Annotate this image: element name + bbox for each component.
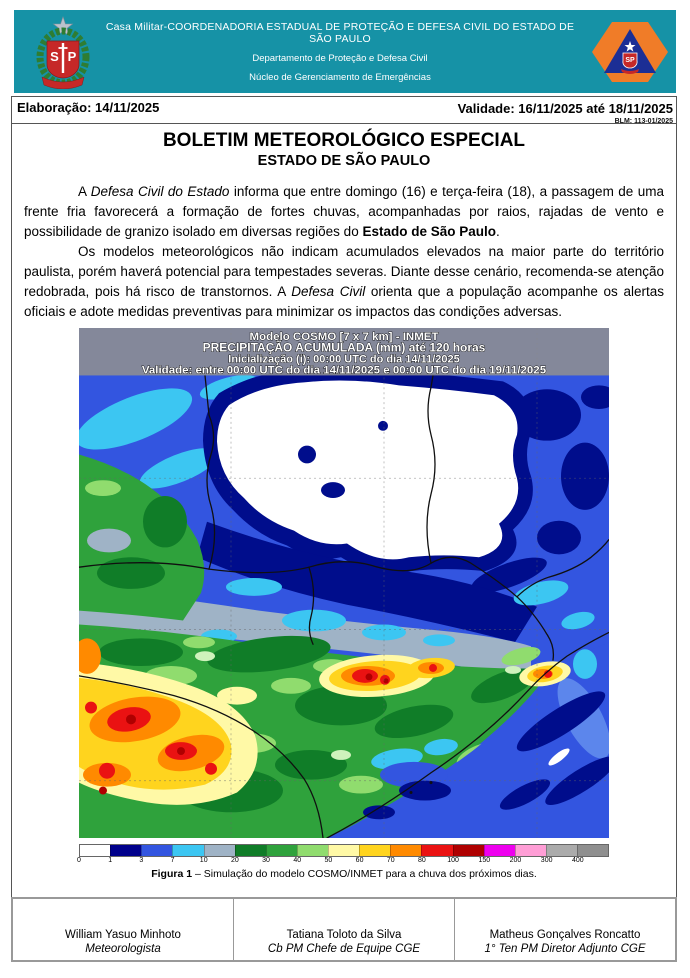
org-name-line3: Núcleo de Gerenciamento de Emergências: [249, 71, 431, 83]
color-scale-segment: [234, 845, 266, 856]
signature-role: 1° Ten PM Diretor Adjunto CGE: [484, 943, 646, 955]
color-scale-segment: [359, 845, 391, 856]
signature-cell-deputy-director: Matheus Gonçalves Roncatto 1° Ten PM Dir…: [454, 899, 675, 960]
color-scale-bar: [79, 844, 609, 857]
sao-paulo-coat-of-arms-icon: S P: [36, 16, 90, 89]
bulletin-subtitle: ESTADO DE SÃO PAULO: [257, 153, 431, 169]
color-scale-labels: 0 1 3 7 10 20 30 40 50 60 70 80 100 150 200 300 400: [77, 857, 609, 866]
color-scale-segment: [172, 845, 204, 856]
color-scale-tick: 1: [108, 857, 113, 864]
color-scale-segment: [545, 845, 577, 856]
bulletin-text: A Defesa Civil do Estado informa que ent…: [24, 182, 664, 322]
color-scale-tick: 20: [230, 857, 239, 864]
color-scale-tick: 70: [386, 857, 395, 864]
color-scale-tick: 100: [447, 857, 459, 864]
color-scale-tick: 7: [170, 857, 175, 864]
color-scale-segment: [203, 845, 235, 856]
color-scale-tick: 200: [509, 857, 522, 864]
color-scale-segment: [80, 845, 111, 856]
color-scale-segment: [514, 845, 546, 856]
color-scale-tick: 10: [199, 857, 208, 864]
map-wrap: Modelo COSMO [7 x 7 km] - INMET PRECIPIT…: [73, 328, 617, 843]
org-name-line1: Casa Militar-COORDENADORIA ESTADUAL DE P…: [105, 20, 575, 45]
color-scale-segment: [483, 845, 515, 856]
color-scale-tick: 300: [540, 857, 553, 864]
map-title-line-3: Inicialização (i): 00:00 UTC do dia 14/1…: [228, 354, 459, 366]
validity-block: Validade: 16/11/2025 até 18/11/2025 BLM:…: [458, 100, 673, 125]
svg-text:SP: SP: [625, 57, 635, 64]
color-scale-tick: 30: [262, 857, 270, 864]
figure-caption: Figura 1 – Simulação do modelo COSMO/INM…: [151, 868, 537, 880]
signature-table: William Yasuo Minhoto Meteorologista Tat…: [11, 897, 677, 962]
color-scale-segment: [577, 845, 609, 856]
map-title-overlay: [79, 328, 609, 376]
svg-text:S: S: [50, 49, 59, 64]
signature-name: Matheus Gonçalves Roncatto: [489, 929, 641, 941]
svg-text:P: P: [68, 49, 77, 64]
signature-name: Tatiana Toloto da Silva: [286, 929, 402, 941]
precipitation-map: Modelo COSMO [7 x 7 km] - INMET PRECIPIT…: [73, 328, 617, 839]
color-scale-segment: [452, 845, 484, 856]
defesa-civil-emblem-icon: SP: [592, 22, 668, 82]
color-scale-tick: 150: [478, 857, 491, 864]
map-title-line-2: PRECIPITAÇÃO ACUMULADA (mm) até 120 hora…: [203, 340, 486, 355]
color-scale-tick: 400: [571, 857, 584, 864]
map-title-line-1: Modelo COSMO [7 x 7 km] - INMET: [250, 331, 439, 343]
color-scale-segment: [328, 845, 360, 856]
color-scale-segment: [141, 845, 173, 856]
color-scale-tick: 0: [77, 857, 81, 864]
color-scale-tick: 3: [139, 857, 144, 864]
color-scale-segment: [390, 845, 422, 856]
title-block: BOLETIM METEOROLÓGICO ESPECIAL ESTADO DE…: [12, 129, 676, 170]
bulletin-title: BOLETIM METEOROLÓGICO ESPECIAL: [162, 130, 526, 151]
document-body-frame: Elaboração: 14/11/2025 Validade: 16/11/2…: [11, 96, 677, 897]
validity-date: Validade: 16/11/2025 até 18/11/2025: [457, 101, 673, 116]
elaboration-date: Elaboração: 14/11/2025: [17, 100, 160, 115]
paragraph-1: A Defesa Civil do Estado informa que ent…: [24, 184, 664, 239]
org-header-text: Casa Militar-COORDENADORIA ESTADUAL DE P…: [94, 10, 586, 93]
color-scale-tick: 60: [355, 857, 364, 864]
signature-role: Cb PM Chefe de Equipe CGE: [267, 943, 421, 955]
color-scale-segment: [265, 845, 297, 856]
meta-row: Elaboração: 14/11/2025 Validade: 16/11/2…: [12, 97, 676, 125]
paragraph-2: Os modelos meteorológicos não indicam ac…: [24, 244, 665, 319]
precipitation-map-figure: Modelo COSMO [7 x 7 km] - INMET PRECIPIT…: [12, 328, 676, 880]
color-scale-segment: [296, 845, 328, 856]
bulletin-number: BLM: 113-01/2025: [614, 118, 673, 125]
color-scale-tick: 40: [293, 857, 302, 864]
signature-name: William Yasuo Minhoto: [65, 929, 181, 941]
signature-cell-meteorologist: William Yasuo Minhoto Meteorologista: [13, 899, 233, 960]
map-title-line-4: Validade: entre 00:00 UTC do dia 14/11/2…: [142, 365, 547, 377]
signature-cell-team-chief: Tatiana Toloto da Silva Cb PM Chefe de E…: [233, 899, 454, 960]
org-header-band: S P Casa Militar-COORDENADORIA ESTADUAL …: [14, 10, 676, 93]
color-scale-tick: 80: [418, 857, 426, 864]
org-name-line2: Departamento de Proteção e Defesa Civil: [252, 52, 428, 64]
signature-role: Meteorologista: [85, 943, 161, 955]
color-scale-tick: 50: [324, 857, 333, 864]
color-scale-segment: [421, 845, 453, 856]
color-scale-segment: [110, 845, 142, 856]
